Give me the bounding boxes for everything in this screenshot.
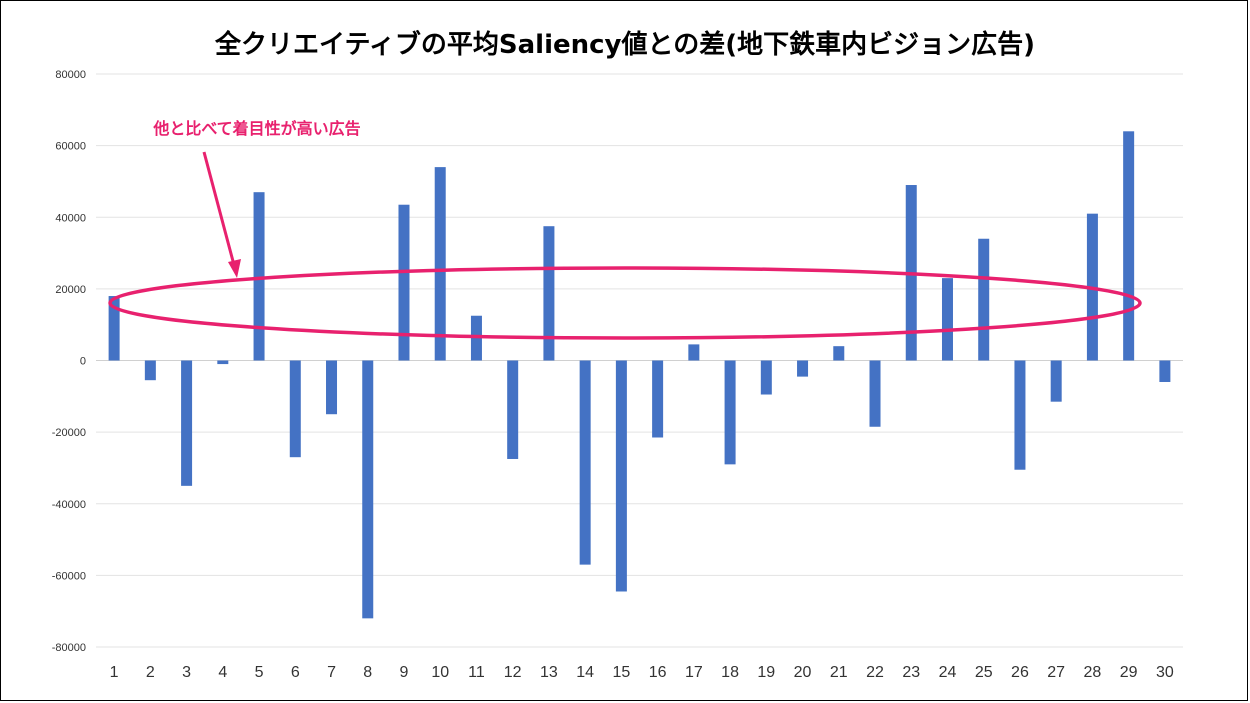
bar	[434, 167, 446, 361]
bar	[978, 238, 990, 361]
x-tick-label: 12	[504, 664, 522, 681]
annotation-arrow	[202, 151, 236, 266]
x-tick-label: 3	[182, 664, 191, 681]
bar	[217, 360, 229, 365]
x-tick-label: 5	[255, 664, 264, 681]
bar	[326, 360, 338, 415]
x-tick-label: 23	[902, 664, 920, 681]
x-tick-label: 15	[612, 664, 630, 681]
x-tick-label: 25	[975, 664, 993, 681]
y-tick-label: -40000	[52, 499, 86, 511]
x-tick-label: 6	[291, 664, 300, 681]
y-tick-label: -60000	[52, 570, 86, 582]
x-tick-label: 14	[576, 664, 594, 681]
x-tick-label: 30	[1156, 664, 1174, 681]
x-tick-label: 17	[685, 664, 703, 681]
gridlines	[96, 73, 1183, 648]
bar	[652, 360, 664, 438]
x-tick-label: 19	[757, 664, 775, 681]
x-tick-label: 24	[939, 664, 957, 681]
x-tick-label: 21	[830, 664, 848, 681]
x-tick-label: 20	[794, 664, 812, 681]
x-tick-label: 28	[1084, 664, 1102, 681]
x-tick-label: 2	[146, 664, 155, 681]
bar	[1014, 360, 1026, 470]
bar	[108, 296, 120, 361]
bar	[289, 360, 301, 458]
x-tick-label: 13	[540, 664, 558, 681]
y-tick-label: 80000	[55, 69, 86, 81]
bar	[797, 360, 809, 377]
y-tick-label: 20000	[55, 284, 86, 296]
bar	[398, 204, 410, 361]
y-tick-label: -20000	[52, 427, 86, 439]
x-tick-label: 18	[721, 664, 739, 681]
x-tick-label: 10	[431, 664, 449, 681]
x-tick-label: 16	[649, 664, 667, 681]
x-tick-label: 9	[400, 664, 409, 681]
chart-title: 全クリエイティブの平均Saliency値との差(地下鉄車内ビジョン広告)	[214, 29, 1035, 60]
bar	[1123, 131, 1135, 361]
y-tick-label: 40000	[55, 212, 86, 224]
bar	[615, 360, 627, 592]
bar	[579, 360, 591, 565]
bar	[253, 192, 265, 361]
x-axis-ticks: 1 2 3 4 5 6 7 8 9 10 11 12 13 14 15 16 17 18 19 20 21 22 23 24 2…	[110, 664, 1174, 681]
y-tick-label: 0	[80, 356, 86, 368]
bar	[1050, 360, 1062, 402]
x-tick-label: 8	[363, 664, 372, 681]
bar	[724, 360, 736, 465]
y-axis-ticks: 80000 60000 40000 20000 0 -20000 -40000 -60000 -…	[52, 69, 86, 654]
y-tick-label: -80000	[52, 642, 86, 654]
x-tick-label: 27	[1047, 664, 1065, 681]
x-tick-label: 29	[1120, 664, 1138, 681]
bar	[760, 360, 772, 395]
y-tick-label: 60000	[55, 141, 86, 153]
x-tick-label: 11	[468, 664, 485, 681]
bar	[1159, 360, 1171, 382]
bar	[688, 344, 700, 361]
x-tick-label: 4	[218, 664, 227, 681]
bar	[362, 360, 374, 619]
bar	[144, 360, 156, 381]
bar	[941, 278, 953, 361]
x-tick-label: 1	[110, 664, 119, 681]
bar	[833, 346, 845, 361]
bar	[507, 360, 519, 459]
bar	[543, 226, 555, 361]
highlight-ellipse	[108, 266, 1142, 340]
x-tick-label: 26	[1011, 664, 1029, 681]
x-tick-label: 7	[327, 664, 336, 681]
annotation: 他と比べて着目性が高い広告	[108, 119, 1142, 340]
annotation-arrow-head	[228, 259, 241, 278]
annotation-text: 他と比べて着目性が高い広告	[152, 119, 360, 138]
bars	[108, 131, 1171, 619]
x-tick-label: 22	[866, 664, 884, 681]
bar	[869, 360, 881, 427]
bar	[181, 360, 193, 486]
